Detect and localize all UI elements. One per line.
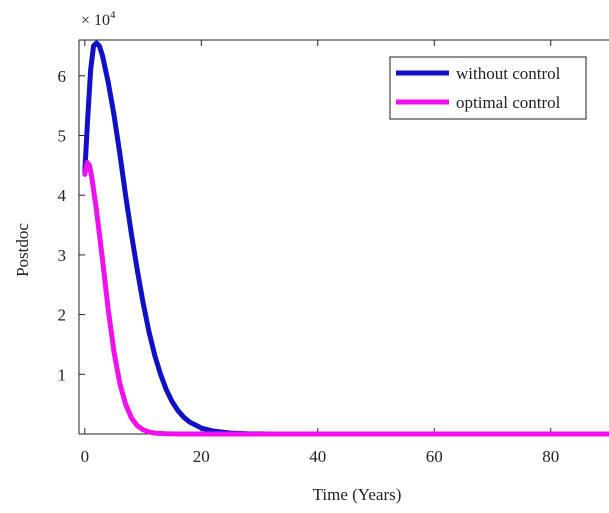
x-axis-label: Time (Years) [313,485,402,504]
legend-label-without-control: without control [456,64,561,83]
y-tick-label: 5 [58,127,67,146]
y-tick-label: 3 [58,246,67,265]
series-lines [82,40,609,437]
y-tick-label: 4 [58,186,67,205]
legend: without control optimal control [389,56,587,120]
y-axis-label: Postdoc [13,223,32,277]
legend-box [389,56,587,120]
y-axis-ticks: 1 2 3 4 5 6 [58,67,85,384]
x-tick-label: 80 [542,447,559,466]
x-tick-label: 0 [81,447,90,466]
y-axis-multiplier: × 104 [81,9,116,29]
y-tick-label: 1 [58,365,67,384]
x-tick-label: 60 [426,447,443,466]
legend-label-optimal-control: optimal control [456,93,561,112]
series-line-optimal-control [82,159,609,437]
y-axis-multiplier-exponent: 4 [110,9,116,21]
x-tick-label: 20 [193,447,210,466]
y-tick-label: 6 [58,67,67,86]
y-axis-multiplier-base: × 10 [81,12,110,29]
x-axis-ticks: 0 20 40 60 80 [81,40,559,466]
x-tick-label: 40 [309,447,326,466]
y-tick-label: 2 [58,306,67,325]
